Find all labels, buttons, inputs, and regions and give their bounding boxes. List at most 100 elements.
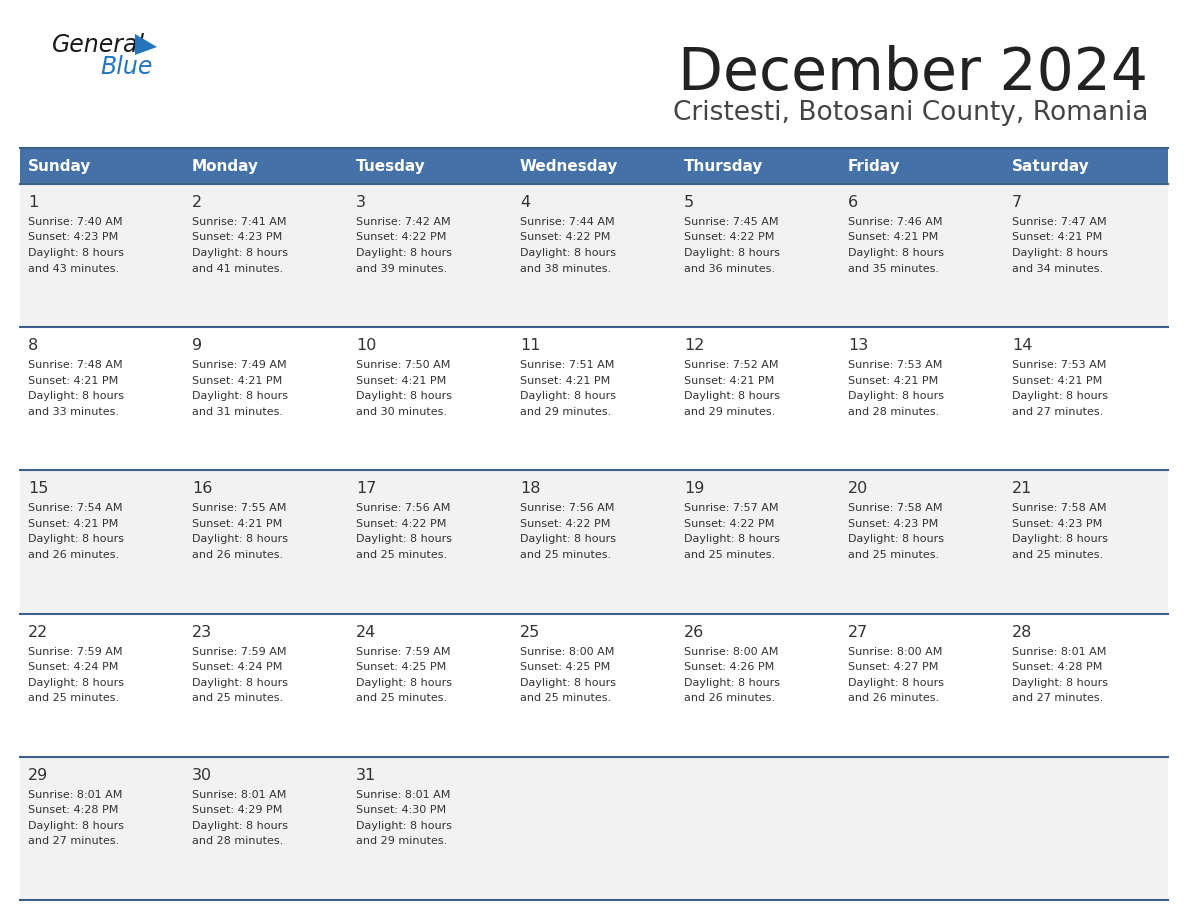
- Bar: [512, 613, 676, 756]
- Text: and 26 minutes.: and 26 minutes.: [848, 693, 940, 703]
- Bar: [184, 613, 348, 756]
- Text: Daylight: 8 hours: Daylight: 8 hours: [192, 677, 287, 688]
- Text: Sunrise: 8:01 AM: Sunrise: 8:01 AM: [29, 789, 122, 800]
- Text: 3: 3: [356, 195, 366, 210]
- Bar: [184, 148, 348, 184]
- Text: Sunset: 4:21 PM: Sunset: 4:21 PM: [356, 375, 447, 386]
- Text: Daylight: 8 hours: Daylight: 8 hours: [29, 821, 124, 831]
- Text: Daylight: 8 hours: Daylight: 8 hours: [192, 821, 287, 831]
- Text: Daylight: 8 hours: Daylight: 8 hours: [356, 534, 451, 544]
- Bar: [1004, 470, 1168, 613]
- Text: Daylight: 8 hours: Daylight: 8 hours: [356, 248, 451, 258]
- Text: and 28 minutes.: and 28 minutes.: [192, 836, 283, 846]
- Text: Sunset: 4:28 PM: Sunset: 4:28 PM: [29, 805, 119, 815]
- Bar: [184, 327, 348, 470]
- Text: Wednesday: Wednesday: [520, 159, 619, 174]
- Bar: [20, 756, 184, 900]
- Text: Daylight: 8 hours: Daylight: 8 hours: [684, 534, 781, 544]
- Text: Sunrise: 8:01 AM: Sunrise: 8:01 AM: [356, 789, 450, 800]
- Text: 24: 24: [356, 624, 377, 640]
- Text: Sunrise: 7:59 AM: Sunrise: 7:59 AM: [356, 646, 450, 656]
- Text: Sunset: 4:23 PM: Sunset: 4:23 PM: [848, 519, 939, 529]
- Text: Sunrise: 7:55 AM: Sunrise: 7:55 AM: [192, 503, 286, 513]
- Text: Sunset: 4:25 PM: Sunset: 4:25 PM: [356, 662, 447, 672]
- Text: Daylight: 8 hours: Daylight: 8 hours: [520, 677, 617, 688]
- Bar: [840, 148, 1004, 184]
- Text: Daylight: 8 hours: Daylight: 8 hours: [1012, 391, 1108, 401]
- Text: 28: 28: [1012, 624, 1032, 640]
- Text: 11: 11: [520, 338, 541, 353]
- Text: Sunrise: 7:45 AM: Sunrise: 7:45 AM: [684, 217, 778, 227]
- Text: Sunrise: 8:00 AM: Sunrise: 8:00 AM: [848, 646, 942, 656]
- Text: 31: 31: [356, 767, 377, 783]
- Text: Sunset: 4:22 PM: Sunset: 4:22 PM: [684, 232, 775, 242]
- Text: and 39 minutes.: and 39 minutes.: [356, 263, 447, 274]
- Text: Monday: Monday: [192, 159, 259, 174]
- Text: Sunset: 4:22 PM: Sunset: 4:22 PM: [356, 519, 447, 529]
- Text: 12: 12: [684, 338, 704, 353]
- Text: Sunrise: 7:56 AM: Sunrise: 7:56 AM: [356, 503, 450, 513]
- Text: Sunset: 4:23 PM: Sunset: 4:23 PM: [192, 232, 283, 242]
- Text: 20: 20: [848, 481, 868, 497]
- Text: Sunset: 4:21 PM: Sunset: 4:21 PM: [29, 375, 119, 386]
- Text: 1: 1: [29, 195, 38, 210]
- Text: and 25 minutes.: and 25 minutes.: [192, 693, 283, 703]
- Text: Sunday: Sunday: [29, 159, 91, 174]
- Text: and 33 minutes.: and 33 minutes.: [29, 407, 119, 417]
- Text: 23: 23: [192, 624, 213, 640]
- Text: Daylight: 8 hours: Daylight: 8 hours: [192, 534, 287, 544]
- Text: Sunset: 4:28 PM: Sunset: 4:28 PM: [1012, 662, 1102, 672]
- Bar: [1004, 148, 1168, 184]
- Text: and 25 minutes.: and 25 minutes.: [29, 693, 119, 703]
- Text: Sunset: 4:22 PM: Sunset: 4:22 PM: [520, 519, 611, 529]
- Text: 21: 21: [1012, 481, 1032, 497]
- Bar: [1004, 756, 1168, 900]
- Text: Sunset: 4:21 PM: Sunset: 4:21 PM: [192, 375, 283, 386]
- Text: Sunrise: 7:58 AM: Sunrise: 7:58 AM: [848, 503, 942, 513]
- Text: Sunset: 4:21 PM: Sunset: 4:21 PM: [520, 375, 611, 386]
- Text: 22: 22: [29, 624, 49, 640]
- Text: Sunrise: 7:51 AM: Sunrise: 7:51 AM: [520, 360, 614, 370]
- Bar: [840, 470, 1004, 613]
- Text: Sunset: 4:21 PM: Sunset: 4:21 PM: [1012, 232, 1102, 242]
- Text: 6: 6: [848, 195, 858, 210]
- Text: 10: 10: [356, 338, 377, 353]
- Text: and 31 minutes.: and 31 minutes.: [192, 407, 283, 417]
- Bar: [184, 184, 348, 327]
- Text: 19: 19: [684, 481, 704, 497]
- Text: Tuesday: Tuesday: [356, 159, 425, 174]
- Text: 30: 30: [192, 767, 213, 783]
- Text: Daylight: 8 hours: Daylight: 8 hours: [29, 534, 124, 544]
- Text: Sunrise: 7:49 AM: Sunrise: 7:49 AM: [192, 360, 286, 370]
- Text: and 35 minutes.: and 35 minutes.: [848, 263, 939, 274]
- Text: 18: 18: [520, 481, 541, 497]
- Text: Sunrise: 7:52 AM: Sunrise: 7:52 AM: [684, 360, 778, 370]
- Text: 9: 9: [192, 338, 202, 353]
- Text: Daylight: 8 hours: Daylight: 8 hours: [29, 391, 124, 401]
- Text: Daylight: 8 hours: Daylight: 8 hours: [29, 677, 124, 688]
- Text: Daylight: 8 hours: Daylight: 8 hours: [29, 248, 124, 258]
- Bar: [512, 756, 676, 900]
- Text: Daylight: 8 hours: Daylight: 8 hours: [684, 677, 781, 688]
- Text: and 34 minutes.: and 34 minutes.: [1012, 263, 1104, 274]
- Text: 27: 27: [848, 624, 868, 640]
- Bar: [676, 184, 840, 327]
- Text: Daylight: 8 hours: Daylight: 8 hours: [520, 248, 617, 258]
- Text: 8: 8: [29, 338, 38, 353]
- Bar: [840, 756, 1004, 900]
- Text: Daylight: 8 hours: Daylight: 8 hours: [848, 248, 944, 258]
- Text: and 27 minutes.: and 27 minutes.: [29, 836, 119, 846]
- Text: Sunset: 4:21 PM: Sunset: 4:21 PM: [192, 519, 283, 529]
- Bar: [840, 184, 1004, 327]
- Text: Sunset: 4:22 PM: Sunset: 4:22 PM: [684, 519, 775, 529]
- Text: Saturday: Saturday: [1012, 159, 1089, 174]
- Bar: [512, 327, 676, 470]
- Text: Sunrise: 7:46 AM: Sunrise: 7:46 AM: [848, 217, 942, 227]
- Bar: [512, 148, 676, 184]
- Polygon shape: [135, 34, 157, 55]
- Text: and 29 minutes.: and 29 minutes.: [356, 836, 447, 846]
- Text: Sunset: 4:21 PM: Sunset: 4:21 PM: [684, 375, 775, 386]
- Bar: [1004, 327, 1168, 470]
- Text: Daylight: 8 hours: Daylight: 8 hours: [1012, 534, 1108, 544]
- Text: Sunset: 4:22 PM: Sunset: 4:22 PM: [520, 232, 611, 242]
